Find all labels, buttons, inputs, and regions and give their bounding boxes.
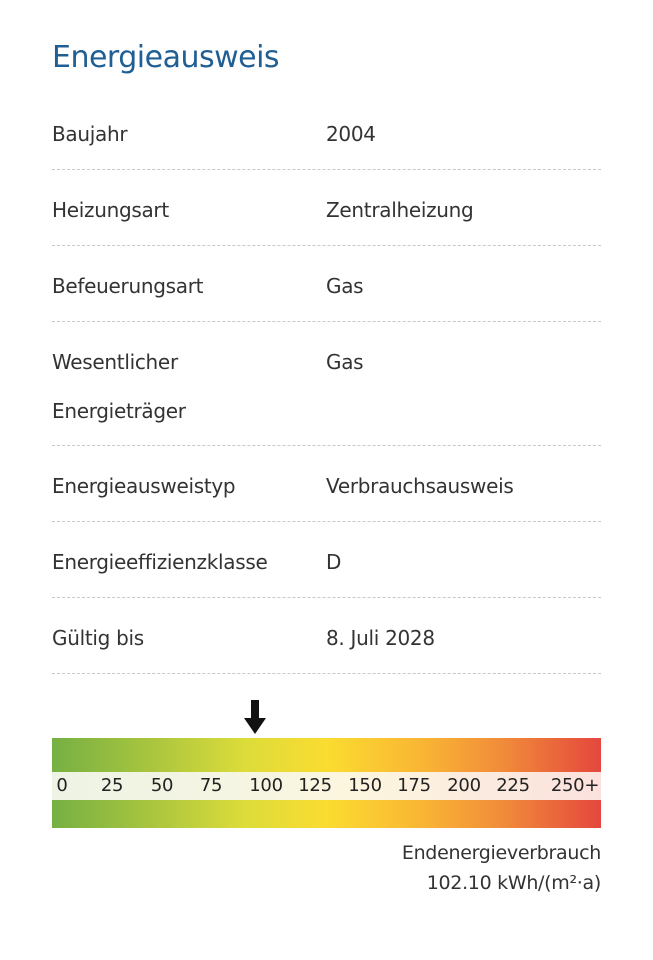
row-heizungsart: Heizungsart Zentralheizung xyxy=(52,186,601,246)
row-label: Befeuerungsart xyxy=(52,274,204,298)
row-ausweistyp: Energieausweistyp Verbrauchsausweis xyxy=(52,462,601,522)
scale-tick-label: 150 xyxy=(348,775,382,796)
row-befeuerungsart: Befeuerungsart Gas xyxy=(52,262,601,322)
energy-scale-bar: 0 25 50 75 100 125 150 175 200 225 250+ xyxy=(52,738,601,828)
arrow-down-icon xyxy=(244,700,266,734)
row-label: Heizungsart xyxy=(52,198,169,222)
scale-tick-label: 175 xyxy=(397,775,431,796)
row-label: Gültig bis xyxy=(52,626,144,650)
row-label: Energieausweistyp xyxy=(52,474,236,498)
row-energietraeger: Wesentlicher Energieträger Gas xyxy=(52,338,601,446)
row-gueltig-bis: Gültig bis 8. Juli 2028 xyxy=(52,614,601,674)
scale-tick-label: 100 xyxy=(249,775,283,796)
scale-tick-label: 50 xyxy=(150,775,174,796)
scale-tick-band: 0 25 50 75 100 125 150 175 200 225 250+ xyxy=(52,772,601,800)
row-value: Gas xyxy=(326,350,364,374)
scale-tick-label: 225 xyxy=(496,775,530,796)
row-label: Baujahr xyxy=(52,122,128,146)
row-value: Zentralheizung xyxy=(326,198,474,222)
row-value: Verbrauchsausweis xyxy=(326,474,514,498)
scale-tick-label: 0 xyxy=(56,775,68,796)
row-value: Gas xyxy=(326,274,364,298)
row-value: 8. Juli 2028 xyxy=(326,626,435,650)
page-title: Energieausweis xyxy=(52,40,280,75)
scale-tick-label: 25 xyxy=(100,775,124,796)
row-value: D xyxy=(326,550,342,574)
scale-tick-label: 250+ xyxy=(550,775,600,796)
row-label-line2: Energieträger xyxy=(52,399,186,423)
consumption-label: Endenergieverbrauch xyxy=(401,842,601,864)
row-baujahr: Baujahr 2004 xyxy=(52,110,601,170)
consumption-value: 102.10 kWh/(m²·a) xyxy=(426,872,602,894)
scale-tick-label: 200 xyxy=(447,775,481,796)
row-label: Energieeffizienzklasse xyxy=(52,550,268,574)
row-label-line1: Wesentlicher xyxy=(52,350,178,374)
row-value: 2004 xyxy=(326,122,376,146)
scale-tick-label: 125 xyxy=(298,775,332,796)
scale-tick-label: 75 xyxy=(199,775,223,796)
row-effizienzklasse: Energieeffizienzklasse D xyxy=(52,538,601,598)
